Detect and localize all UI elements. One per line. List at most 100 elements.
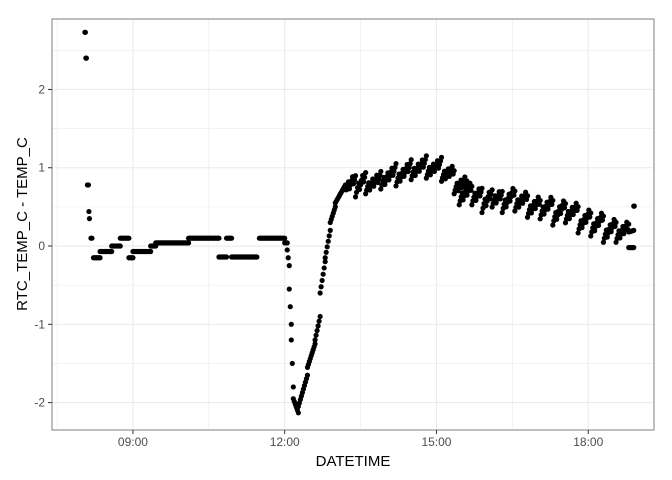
data-point (405, 168, 411, 175)
data-point (579, 225, 585, 231)
data-point (83, 55, 89, 61)
data-point (313, 332, 319, 338)
data-point (631, 244, 637, 251)
data-point (558, 210, 564, 217)
data-point (507, 198, 513, 204)
data-point (613, 219, 619, 225)
data-point (285, 255, 291, 261)
data-point (322, 255, 328, 261)
x-tick-label: 18:00 (573, 435, 603, 449)
data-point (327, 227, 333, 233)
data-point (304, 372, 311, 378)
data-point (489, 187, 495, 193)
y-tick-label: -2 (34, 396, 45, 410)
data-point (587, 214, 593, 220)
data-point (361, 179, 367, 185)
x-axis-title: DATETIME (316, 453, 391, 470)
data-point (323, 249, 329, 255)
data-point (289, 360, 295, 367)
data-point (332, 204, 338, 210)
data-point (554, 216, 560, 222)
data-point (408, 157, 414, 163)
data-point (286, 286, 292, 292)
data-point (282, 235, 288, 241)
data-point (319, 277, 325, 284)
data-point (315, 323, 321, 329)
data-point (322, 259, 328, 265)
data-point (126, 235, 132, 241)
data-point (390, 172, 396, 178)
data-point (393, 161, 399, 167)
data-point (488, 191, 494, 197)
data-point (460, 197, 466, 203)
data-point (608, 229, 614, 235)
data-point (499, 188, 505, 195)
data-point (316, 318, 322, 324)
y-tick-label: 2 (38, 82, 45, 96)
data-point (537, 216, 543, 222)
data-point (382, 181, 388, 188)
data-point (499, 209, 505, 216)
data-point (284, 247, 290, 253)
data-point (479, 209, 485, 216)
data-point (392, 164, 398, 171)
data-point (549, 201, 555, 207)
data-point (397, 178, 403, 184)
data-point (216, 235, 222, 241)
y-axis-title: RTC_TEMP_C - TEMP_C (14, 137, 31, 311)
data-point (288, 337, 294, 343)
data-point (89, 235, 95, 241)
data-point (575, 230, 581, 236)
y-tick-label: -1 (34, 317, 45, 331)
data-point (350, 181, 357, 187)
data-point (117, 243, 123, 249)
data-point (562, 200, 569, 207)
data-point (588, 210, 594, 216)
data-point (550, 222, 556, 228)
y-tick-label: 1 (38, 161, 45, 175)
data-point (352, 194, 359, 200)
data-point (599, 217, 606, 223)
data-point (86, 208, 92, 215)
data-point (631, 203, 637, 209)
data-point (326, 233, 332, 239)
data-point (85, 182, 92, 188)
data-point (314, 327, 320, 334)
data-point (438, 154, 445, 160)
data-point (604, 234, 610, 240)
data-point (541, 211, 547, 217)
data-point (386, 177, 392, 183)
data-point (352, 173, 359, 179)
data-point (423, 153, 429, 159)
data-point (325, 238, 331, 244)
data-point (592, 228, 598, 234)
y-axis: -2 -1 0 1 2 (34, 82, 52, 410)
data-point (511, 192, 517, 198)
data-point (130, 255, 136, 261)
data-point (561, 205, 568, 211)
data-point (320, 271, 326, 277)
data-point (512, 188, 518, 194)
data-point (148, 248, 154, 255)
data-point (378, 168, 384, 175)
data-point (363, 170, 369, 176)
data-point (109, 248, 115, 255)
data-point (362, 174, 368, 180)
data-point (469, 183, 475, 189)
panel-border (51, 18, 655, 431)
data-point (223, 254, 230, 260)
data-point (378, 186, 384, 192)
x-tick-label: 09:00 (118, 435, 148, 449)
data-point (312, 341, 318, 347)
data-point (600, 213, 607, 219)
data-point (318, 284, 324, 290)
data-point (317, 290, 323, 296)
data-point (393, 183, 399, 189)
data-point (284, 240, 290, 246)
data-point (588, 233, 594, 239)
data-point (321, 265, 327, 271)
data-point (346, 186, 353, 192)
data-point (317, 313, 323, 320)
data-point (479, 185, 485, 191)
data-point (407, 161, 413, 167)
